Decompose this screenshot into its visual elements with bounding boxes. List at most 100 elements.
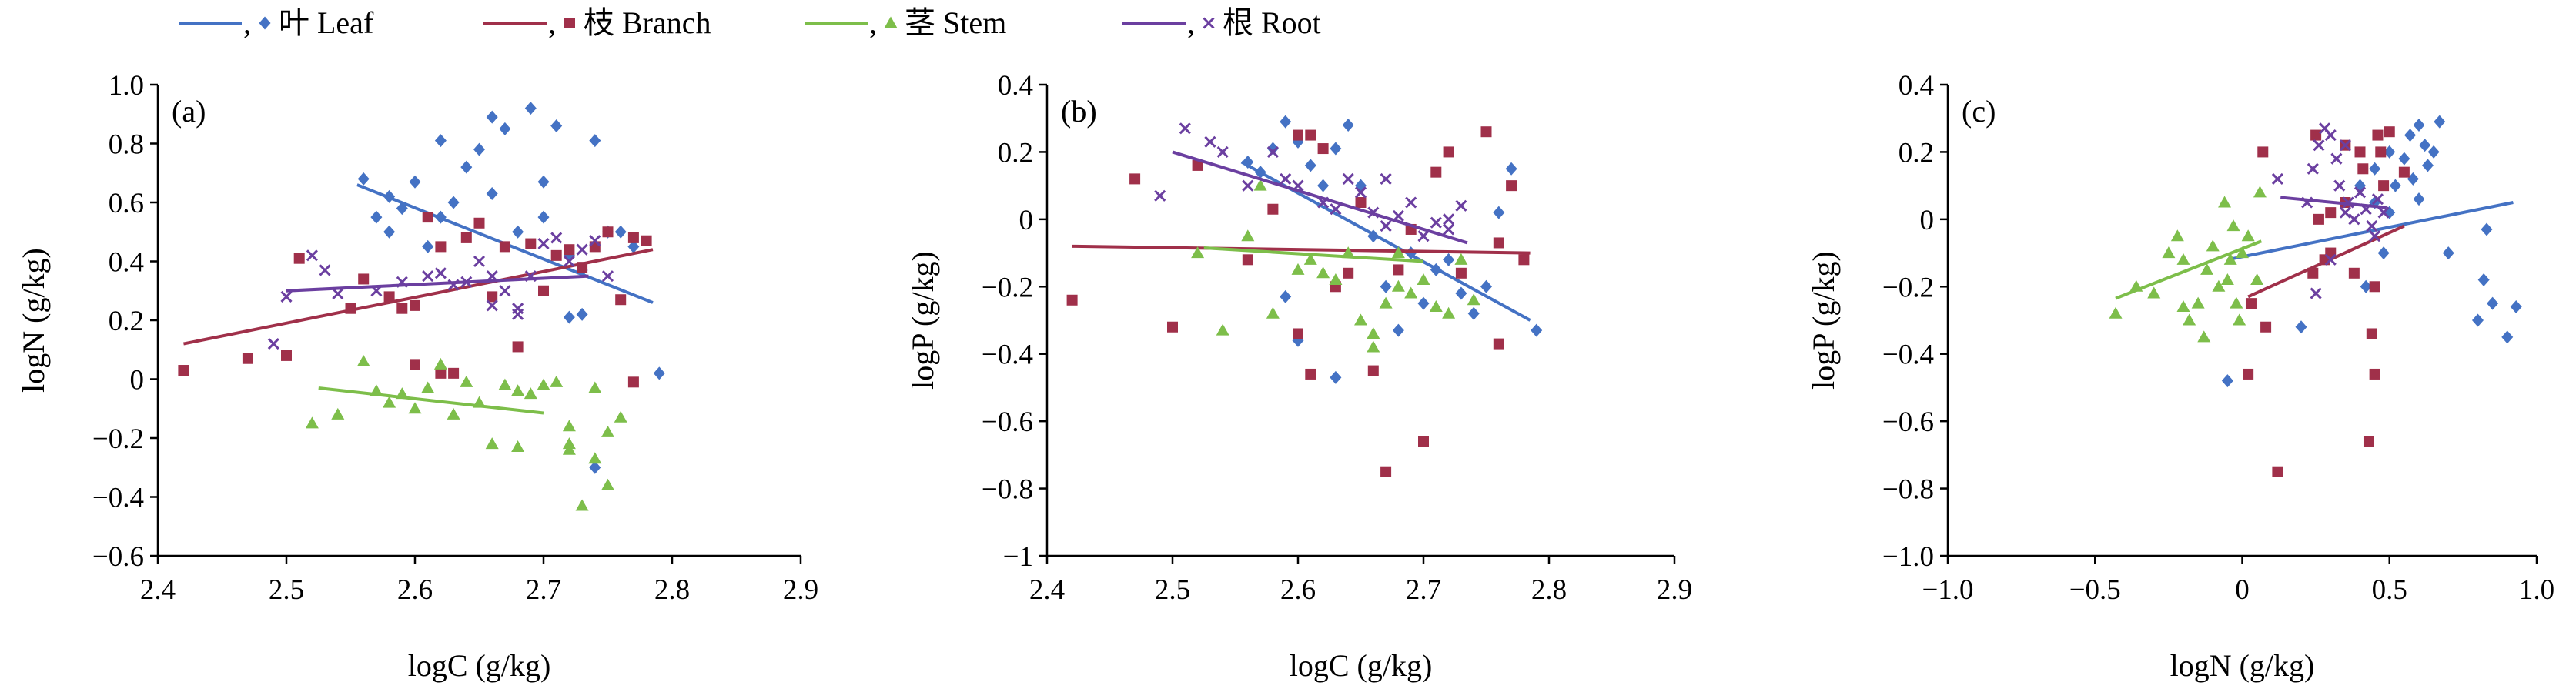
point-stem xyxy=(408,402,422,414)
point-stem xyxy=(2250,273,2264,286)
legend-item-leaf: , 叶 Leaf xyxy=(179,5,374,40)
series-leaf xyxy=(356,102,665,474)
point-leaf xyxy=(1443,253,1455,266)
point-leaf xyxy=(2389,179,2401,192)
point-leaf xyxy=(2413,192,2425,206)
point-leaf xyxy=(512,225,524,239)
point-leaf xyxy=(1480,279,1492,293)
point-stem xyxy=(1467,293,1480,306)
point-leaf xyxy=(2384,145,2396,159)
trend-line-stem xyxy=(318,386,544,415)
point-branch xyxy=(564,244,575,256)
point-branch xyxy=(242,353,253,364)
point-branch xyxy=(627,232,639,243)
point-leaf xyxy=(2404,129,2417,142)
x-tick-label: 2.8 xyxy=(654,574,690,606)
x-tick-label: 0 xyxy=(2235,574,2250,606)
point-root xyxy=(1354,186,1367,199)
point-branch xyxy=(460,232,472,243)
point-leaf xyxy=(627,239,640,253)
point-stem xyxy=(524,387,537,400)
point-branch xyxy=(383,291,395,303)
point-leaf xyxy=(2472,313,2484,327)
point-leaf xyxy=(524,102,537,115)
point-branch xyxy=(1380,466,1392,477)
panel-label: (b) xyxy=(1061,94,1097,129)
point-branch xyxy=(1167,321,1178,333)
x-tick-label: 2.6 xyxy=(1280,574,1316,606)
x-tick-label: 2.9 xyxy=(1657,574,1692,606)
x-tick-label: 2.5 xyxy=(1155,574,1190,606)
point-stem xyxy=(2233,313,2246,326)
legend-label-root: 根 Root xyxy=(1223,5,1321,40)
point-leaf xyxy=(537,175,550,189)
point-branch xyxy=(473,217,485,229)
point-root xyxy=(2339,139,2351,152)
point-root xyxy=(1380,220,1392,232)
point-leaf xyxy=(1455,286,1467,300)
point-leaf xyxy=(447,196,460,209)
point-leaf xyxy=(2481,222,2493,236)
point-stem xyxy=(2109,306,2123,319)
point-leaf xyxy=(2442,246,2454,260)
point-root xyxy=(1154,189,1166,202)
point-branch xyxy=(2257,146,2269,158)
point-branch xyxy=(2272,466,2283,477)
y-tick-label: 0.2 xyxy=(109,306,144,337)
point-branch xyxy=(1355,197,1367,208)
point-stem xyxy=(2241,229,2255,242)
point-stem xyxy=(588,381,602,393)
point-root xyxy=(2333,179,2346,192)
point-branch xyxy=(422,212,433,223)
point-branch xyxy=(550,249,562,261)
x-axis-title: logC (g/kg) xyxy=(1290,648,1433,683)
point-stem xyxy=(2220,273,2234,286)
point-root xyxy=(1342,172,1354,185)
y-tick-label: 0.8 xyxy=(109,129,144,161)
point-leaf xyxy=(589,460,601,474)
point-stem xyxy=(1266,306,1280,319)
point-root xyxy=(1430,216,1442,229)
point-branch xyxy=(538,285,549,296)
y-tick-label: −0.8 xyxy=(982,474,1033,506)
point-branch xyxy=(1518,254,1530,266)
point-branch xyxy=(2398,166,2410,178)
point-branch xyxy=(1393,264,1404,276)
point-leaf xyxy=(1330,370,1342,384)
point-root xyxy=(1280,172,1292,185)
point-branch xyxy=(1418,436,1429,447)
y-axis-title: logP (g/kg) xyxy=(905,251,940,390)
series-root xyxy=(2271,122,2390,299)
point-stem xyxy=(460,375,473,387)
point-stem xyxy=(1454,253,1468,265)
point-root xyxy=(1330,203,1342,216)
point-leaf xyxy=(2295,320,2307,334)
point-root xyxy=(1443,213,1455,226)
point-leaf xyxy=(537,210,550,224)
point-stem xyxy=(498,378,512,390)
point-leaf xyxy=(2221,374,2233,388)
point-root xyxy=(1417,230,1430,242)
point-leaf xyxy=(1355,179,1367,192)
point-leaf xyxy=(1505,162,1517,176)
series-root xyxy=(1154,122,1468,245)
point-stem xyxy=(1216,323,1229,336)
point-branch xyxy=(358,273,370,285)
point-branch xyxy=(410,359,420,370)
point-leaf xyxy=(614,225,627,239)
point-stem xyxy=(2253,186,2267,198)
point-branch xyxy=(2313,213,2324,225)
point-stem xyxy=(537,378,550,390)
point-branch xyxy=(641,235,652,246)
trend-line-root xyxy=(1172,150,1468,245)
point-branch xyxy=(1267,203,1279,215)
point-leaf xyxy=(2360,279,2372,293)
point-root xyxy=(2313,139,2325,152)
point-branch xyxy=(1317,143,1329,155)
point-branch xyxy=(1367,365,1379,376)
point-stem xyxy=(1253,179,1267,191)
point-leaf xyxy=(1531,323,1543,337)
point-branch xyxy=(1293,328,1303,339)
trend-line-branch xyxy=(1072,244,1531,255)
